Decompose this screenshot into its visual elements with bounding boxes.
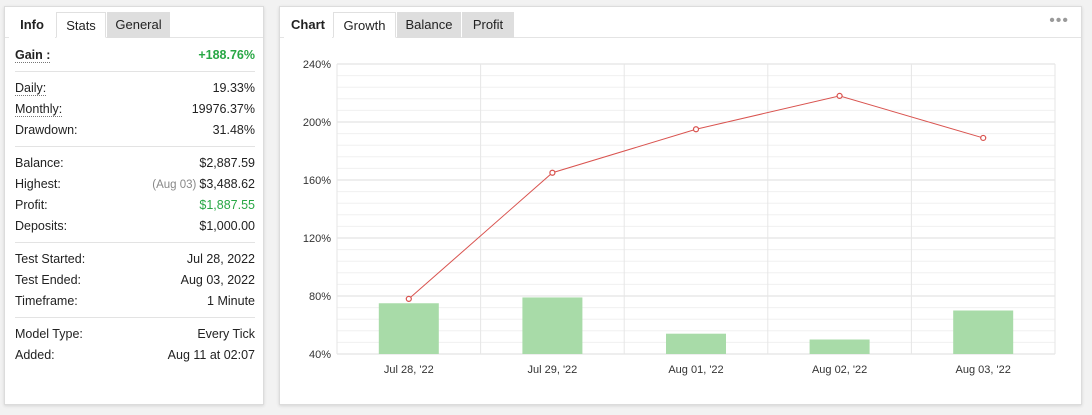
chart-bar	[809, 339, 870, 354]
drawdown-label: Drawdown:	[15, 123, 78, 137]
tab-profit[interactable]: Profit	[462, 12, 514, 38]
balance-value: $2,887.59	[199, 156, 255, 170]
stat-row-drawdown: Drawdown: 31.48%	[15, 120, 255, 141]
y-tick-label: 120%	[303, 233, 331, 245]
gain-label[interactable]: Gain :	[15, 48, 51, 63]
tab-info[interactable]: Info	[9, 12, 55, 38]
daily-label[interactable]: Daily:	[15, 81, 47, 96]
stat-row-highest: Highest: (Aug 03) $3,488.62	[15, 174, 255, 195]
x-tick-label: Jul 29, '22	[527, 364, 577, 376]
stat-row-test-started: Test Started: Jul 28, 2022	[15, 249, 255, 270]
test-started-label: Test Started:	[15, 252, 86, 266]
tab-chart[interactable]: Chart	[284, 12, 332, 38]
x-tick-label: Aug 02, '22	[812, 364, 867, 376]
stat-row-monthly: Monthly: 19976.37%	[15, 99, 255, 120]
test-ended-label: Test Ended:	[15, 273, 82, 287]
line-point	[405, 295, 412, 302]
deposits-label: Deposits:	[15, 219, 68, 233]
added-value: Aug 11 at 02:07	[167, 348, 255, 362]
divider	[15, 317, 255, 318]
stat-row-added: Added: Aug 11 at 02:07	[15, 345, 255, 366]
chart-panel: Chart Growth Balance Profit ••• 40% 80% 12…	[279, 6, 1082, 405]
test-started-value: Jul 28, 2022	[186, 252, 255, 266]
highest-value-group: (Aug 03) $3,488.62	[152, 177, 255, 191]
tab-general[interactable]: General	[107, 12, 170, 38]
highest-value: $3,488.62	[199, 177, 255, 191]
drawdown-value: 31.48%	[212, 123, 255, 137]
profit-label: Profit:	[15, 198, 48, 212]
line-point	[980, 134, 987, 142]
y-tick-label: 200%	[303, 117, 331, 129]
tab-balance[interactable]: Balance	[397, 12, 461, 38]
chart-bar	[378, 303, 439, 354]
divider	[15, 71, 255, 72]
line-point	[836, 92, 843, 100]
line-point	[549, 169, 556, 176]
highest-label: Highest:	[15, 177, 61, 191]
stat-row-profit: Profit: $1,887.55	[15, 195, 255, 216]
timeframe-label: Timeframe:	[15, 294, 78, 308]
gain-value: +188.76%	[198, 48, 255, 62]
x-tick-label: Aug 01, '22	[668, 364, 723, 376]
stats-panel: Info Stats General Gain : +188.76% Daily…	[4, 6, 264, 405]
x-tick-label: Aug 03, '22	[956, 364, 1011, 376]
stat-row-test-ended: Test Ended: Aug 03, 2022	[15, 270, 255, 291]
deposits-value: $1,000.00	[199, 219, 255, 233]
left-tab-bar: Info Stats General	[5, 7, 263, 38]
balance-label: Balance:	[15, 156, 64, 170]
stat-row-balance: Balance: $2,887.59	[15, 153, 255, 174]
added-label: Added:	[15, 348, 55, 362]
chart-bar	[666, 333, 726, 354]
model-type-value: Every Tick	[197, 327, 255, 341]
stat-row-deposits: Deposits: $1,000.00	[15, 216, 255, 237]
line-point	[692, 126, 700, 133]
y-tick-label: 160%	[303, 175, 331, 187]
y-tick-label: 240%	[303, 59, 331, 71]
highest-date: (Aug 03)	[152, 179, 197, 191]
monthly-label[interactable]: Monthly:	[15, 102, 63, 117]
stats-list: Gain : +188.76% Daily: 19.33% Monthly: 1…	[15, 45, 255, 366]
tab-growth[interactable]: Growth	[333, 12, 396, 38]
chart-bar	[953, 310, 1014, 354]
tab-stats[interactable]: Stats	[56, 12, 106, 38]
profit-value: $1,887.55	[199, 198, 255, 212]
stat-row-daily: Daily: 19.33%	[15, 78, 255, 99]
model-type-label: Model Type:	[15, 327, 83, 341]
timeframe-value: 1 Minute	[207, 294, 255, 308]
growth-chart: 40% 80% 120% 160% 200% 240% Jul 28, '22 Jul 29,…	[303, 59, 1056, 376]
divider	[15, 242, 255, 243]
test-ended-value: Aug 03, 2022	[180, 273, 255, 287]
monthly-value: 19976.37%	[191, 102, 255, 116]
chart-bar	[522, 297, 583, 354]
stat-row-model-type: Model Type: Every Tick	[15, 324, 255, 345]
daily-value: 19.33%	[212, 81, 255, 95]
ellipsis-icon[interactable]: •••	[1049, 12, 1069, 29]
y-tick-label: 80%	[309, 291, 331, 303]
stat-row-gain: Gain : +188.76%	[15, 45, 255, 66]
y-tick-label: 40%	[309, 349, 331, 361]
stat-row-timeframe: Timeframe: 1 Minute	[15, 291, 255, 312]
x-tick-label: Jul 28, '22	[384, 364, 434, 376]
divider	[15, 146, 255, 147]
right-tab-bar: Chart Growth Balance Profit •••	[280, 7, 1081, 38]
